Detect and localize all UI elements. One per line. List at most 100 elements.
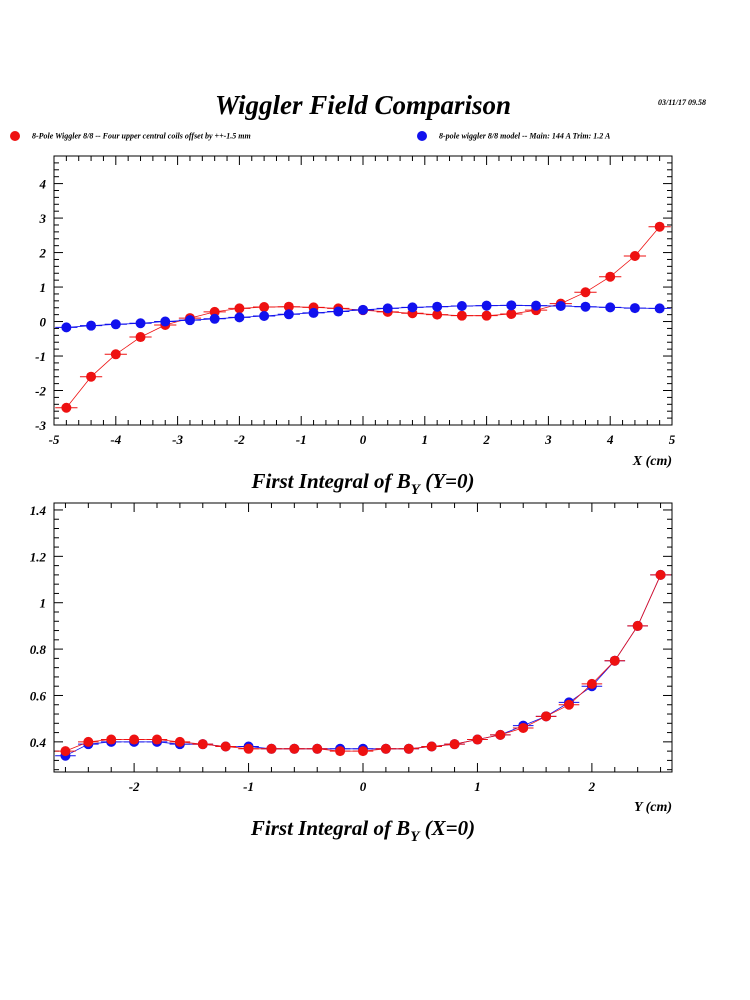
data-point <box>580 301 591 312</box>
red-marker-icon <box>10 131 20 142</box>
data-point <box>61 402 72 413</box>
data-point <box>456 310 467 321</box>
data-point <box>220 741 231 752</box>
y-tick-label: 4 <box>39 177 47 192</box>
data-point <box>449 739 460 750</box>
data-point <box>518 722 529 733</box>
data-point <box>555 301 566 312</box>
data-point <box>209 313 220 324</box>
y-tick-label: 0.4 <box>30 735 47 750</box>
plot-frame <box>53 155 673 426</box>
data-point <box>259 302 270 313</box>
data-point <box>580 287 591 298</box>
legend-red-label: 8-Pole Wiggler 8/8 -- Four upper central… <box>32 131 251 141</box>
data-point <box>654 303 665 314</box>
data-point <box>506 308 517 319</box>
y-tick-label: 0 <box>40 315 47 330</box>
data-point <box>632 620 643 631</box>
data-point <box>209 306 220 317</box>
y-tick-label: 2 <box>39 246 47 261</box>
data-point <box>654 221 665 232</box>
series-blue <box>55 569 671 761</box>
y-tick-label: -3 <box>35 418 46 433</box>
chart-1: -5 -4 -3 -2 -1 0 1 2 3 4 5 -3 -2 -1 0 1 2 3 4 X (cm) First I… <box>35 155 676 498</box>
data-point <box>358 746 368 757</box>
data-point <box>83 736 94 747</box>
data-point <box>110 319 121 330</box>
chart-2: -2 -1 0 1 2 0.4 0.6 0.8 1 1.2 1.4 Y (cm) First Integ… <box>30 502 673 845</box>
data-point <box>495 729 506 740</box>
data-point <box>60 746 71 757</box>
data-point <box>358 304 368 315</box>
data-point <box>541 711 552 722</box>
y-tick-label: 1.4 <box>30 503 47 518</box>
data-point <box>382 303 393 314</box>
x-tick-label: 0 <box>360 779 367 794</box>
x-tick-label: 1 <box>422 432 429 447</box>
data-point <box>609 655 620 666</box>
series-red <box>55 569 671 757</box>
series-line <box>66 226 660 409</box>
y-tick-label: 0.6 <box>30 688 47 703</box>
data-point <box>432 301 443 312</box>
data-point <box>335 746 346 757</box>
x-tick-label: -1 <box>296 432 307 447</box>
data-point <box>564 699 574 710</box>
y-tick-label: -1 <box>35 349 46 364</box>
data-point <box>333 306 344 317</box>
data-point <box>456 301 467 312</box>
data-point <box>135 332 146 343</box>
data-point <box>629 251 640 262</box>
data-point <box>110 349 121 360</box>
data-point <box>283 301 294 312</box>
data-point <box>481 310 492 321</box>
data-point <box>259 311 270 322</box>
x-tick-label: -1 <box>243 779 254 794</box>
series-red <box>55 221 671 413</box>
series-line <box>65 574 661 757</box>
data-point <box>234 312 245 323</box>
y-tick-label: 1.2 <box>30 549 47 564</box>
data-point <box>506 300 517 311</box>
data-point <box>472 734 483 745</box>
y-tick-label: 1 <box>40 280 47 295</box>
data-point <box>605 302 616 313</box>
data-point <box>234 303 245 314</box>
x-tick-label: 0 <box>360 432 367 447</box>
data-point <box>432 309 443 320</box>
x-tick-label: -2 <box>234 432 245 447</box>
data-point <box>531 300 542 311</box>
data-point <box>266 743 277 754</box>
data-point <box>380 743 391 754</box>
timestamp: 03/11/17 09.58 <box>658 98 707 107</box>
x-tick-label: -4 <box>110 432 121 447</box>
x-tick-label: -3 <box>172 432 183 447</box>
x-tick-label: 4 <box>606 432 614 447</box>
data-point <box>86 320 97 331</box>
data-point <box>289 743 300 754</box>
y-tick-label: 0.8 <box>30 642 47 657</box>
data-point <box>481 300 492 311</box>
data-point <box>629 303 640 314</box>
data-point <box>86 371 97 382</box>
data-point <box>129 734 140 745</box>
page-title: Wiggler Field Comparison <box>214 90 512 120</box>
data-point <box>160 316 171 327</box>
data-point <box>308 307 319 318</box>
data-point <box>243 743 254 754</box>
blue-marker-icon <box>417 131 427 142</box>
x-tick-label: 2 <box>482 432 490 447</box>
series-blue <box>55 300 671 333</box>
data-point <box>184 315 195 326</box>
x-axis-label: X (cm) <box>632 454 672 469</box>
y-tick-label: 1 <box>40 596 47 611</box>
y-tick-label: 3 <box>39 211 47 226</box>
data-point <box>426 741 437 752</box>
y-tick-label: -2 <box>35 384 46 399</box>
data-point <box>605 271 616 282</box>
x-tick-label: -2 <box>129 779 140 794</box>
data-point <box>655 569 666 580</box>
chart-title: First Integral of BY (X=0) <box>250 816 475 845</box>
data-point <box>312 743 323 754</box>
